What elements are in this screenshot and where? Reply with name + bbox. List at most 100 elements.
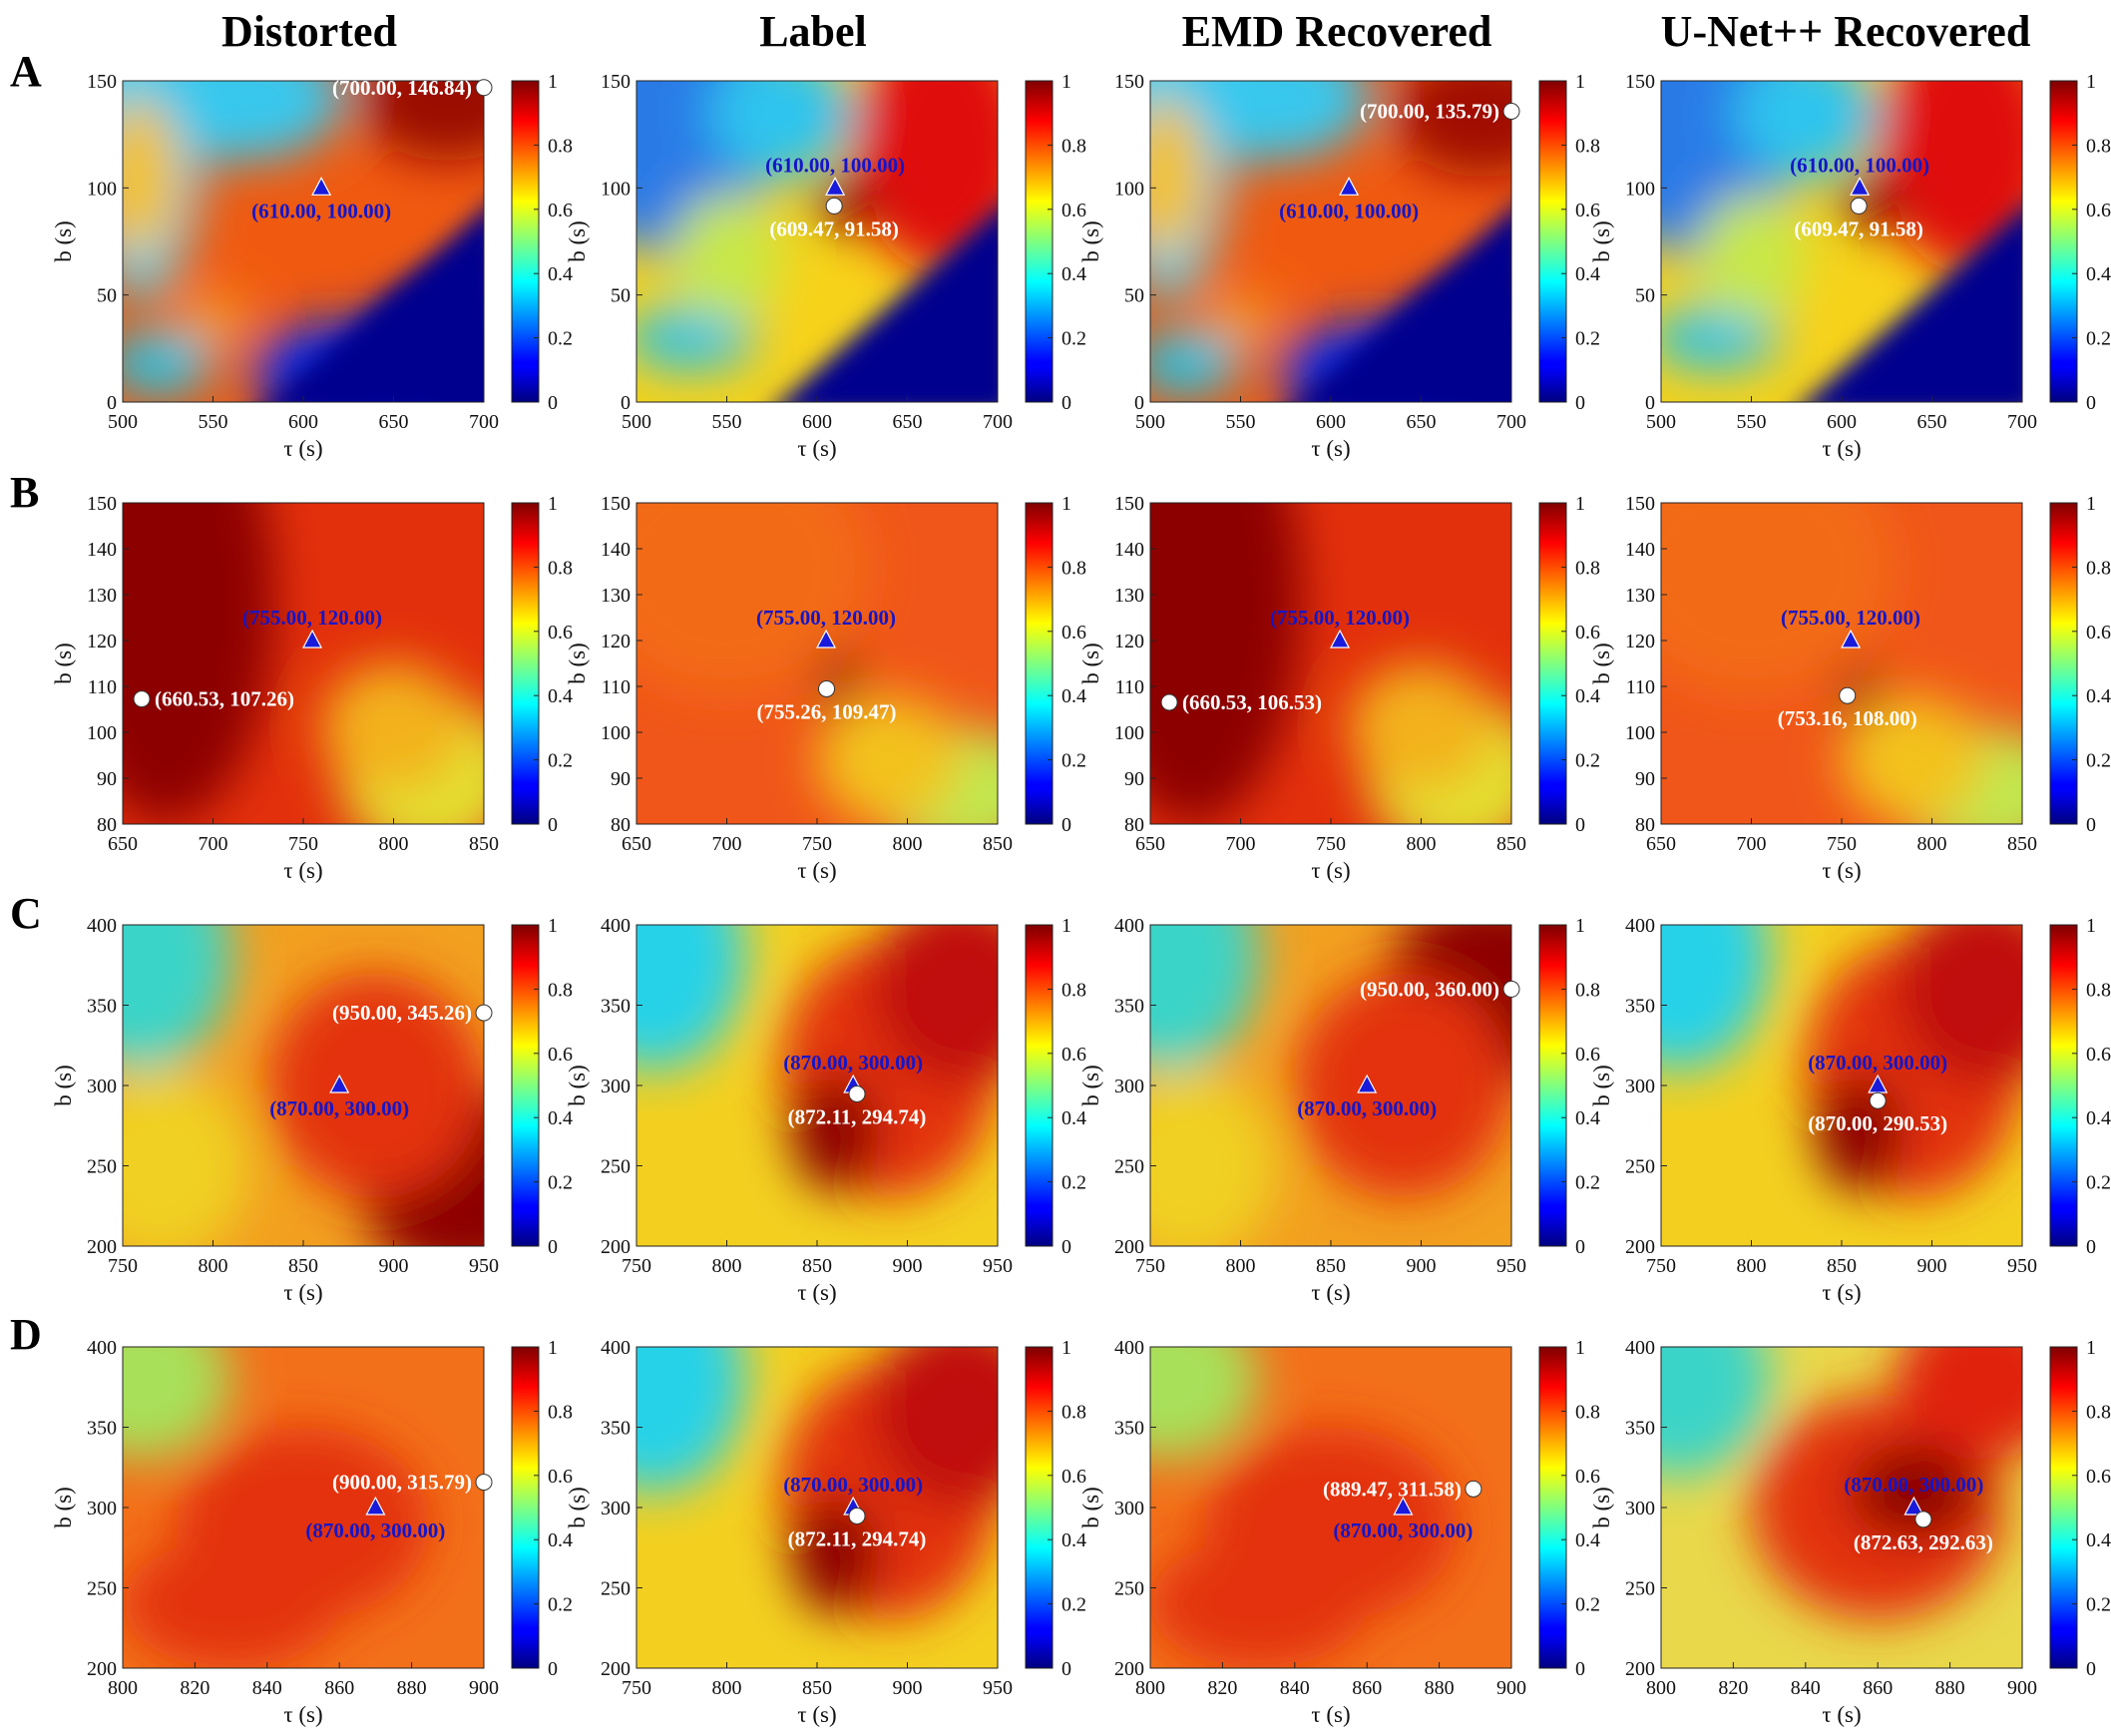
y-tick-label: 300 [87, 1498, 117, 1519]
colorbar-tick-label: 0.8 [1061, 135, 1086, 157]
colorbar-tick-label: 0 [1061, 1658, 1071, 1680]
y-tick-label: 200 [87, 1658, 117, 1680]
colorbar-tick-label: 0.2 [548, 1594, 573, 1616]
y-tick-label: 200 [1114, 1236, 1144, 1258]
y-tick-label: 300 [1114, 1076, 1144, 1097]
x-tick-label: 950 [983, 1255, 1013, 1277]
colorbar-tick-label: 0.4 [2086, 1529, 2111, 1551]
y-tick-label: 350 [87, 1418, 117, 1440]
y-tick-label: 100 [1114, 722, 1144, 744]
y-tick-label: 400 [1625, 1337, 1655, 1359]
colorbar-tick-label: 0 [2086, 1658, 2096, 1680]
heatmap-panel: 500 550 600 650 700 0 50 100 150 τ (s) b (s) 0 0.2 0.… [51, 71, 573, 461]
x-tick-label: 880 [1935, 1677, 1965, 1699]
y-tick-label: 150 [1114, 71, 1144, 93]
colorbar [511, 502, 540, 825]
colorbar [1538, 1346, 1567, 1669]
circle-icon [1914, 1511, 1932, 1528]
colorbar-tick-label: 0.6 [548, 1466, 573, 1488]
y-tick-label: 110 [1626, 676, 1655, 698]
colorbar-tick-label: 0.4 [1061, 685, 1086, 707]
y-tick-label: 130 [601, 585, 631, 607]
y-tick-label: 200 [1625, 1658, 1655, 1680]
y-tick-label: 90 [1635, 768, 1655, 790]
colorbar-tick-label: 0.2 [1575, 328, 1600, 350]
colorbar-tick-label: 0.4 [1575, 1529, 1600, 1551]
heatmap-field [1661, 503, 2022, 824]
colorbar-tick-label: 0.2 [548, 750, 573, 772]
colorbar-tick-label: 0.6 [2086, 1466, 2111, 1488]
estimate-point-label: (700.00, 146.84) [332, 76, 472, 100]
y-tick-label: 400 [1114, 915, 1144, 937]
x-tick-label: 550 [1226, 411, 1256, 433]
colorbar-tick-label: 0.6 [2086, 200, 2111, 221]
colorbar-tick-label: 1 [2086, 493, 2096, 515]
colorbar-tick-label: 0.4 [2086, 1107, 2111, 1129]
colorbar-tick-label: 1 [548, 1337, 558, 1359]
circle-icon [1465, 1480, 1482, 1498]
y-axis-label: b (s) [565, 1065, 590, 1106]
circle-icon [848, 1507, 866, 1524]
y-tick-label: 350 [1625, 996, 1655, 1018]
colorbar [1025, 80, 1054, 403]
y-tick-label: 350 [1114, 996, 1144, 1018]
true-point-label: (755.00, 120.00) [756, 606, 896, 630]
x-tick-label: 700 [469, 411, 499, 433]
y-tick-label: 150 [87, 71, 117, 93]
y-axis-label: b (s) [1078, 643, 1103, 684]
circle-icon [1839, 686, 1857, 704]
colorbar-tick-label: 0.2 [1575, 1594, 1600, 1616]
column-title: Label [759, 7, 867, 56]
true-point-label: (610.00, 100.00) [765, 153, 905, 177]
y-axis-label: b (s) [1589, 643, 1614, 684]
x-tick-label: 700 [983, 411, 1013, 433]
x-tick-label: 600 [288, 411, 318, 433]
estimate-point-label: (900.00, 315.79) [332, 1471, 472, 1495]
heatmap-field [123, 1347, 484, 1668]
x-tick-label: 750 [108, 1255, 138, 1277]
y-axis-label: b (s) [51, 1487, 76, 1528]
true-point-label: (870.00, 300.00) [783, 1051, 923, 1075]
y-axis-label: b (s) [51, 220, 76, 262]
true-point-label: (755.00, 120.00) [1270, 606, 1410, 630]
colorbar-tick-label: 1 [1061, 71, 1071, 93]
colorbar [2049, 502, 2078, 825]
y-tick-label: 100 [601, 178, 631, 200]
y-tick-label: 80 [1124, 814, 1144, 836]
circle-icon [475, 1474, 493, 1492]
x-tick-label: 860 [1352, 1677, 1382, 1699]
x-tick-label: 500 [1646, 411, 1676, 433]
colorbar-tick-label: 1 [2086, 915, 2096, 937]
heatmap-field [123, 81, 484, 402]
x-tick-label: 800 [712, 1677, 742, 1699]
colorbar-tick-label: 0.6 [1575, 1044, 1600, 1066]
triangle-icon [1393, 1496, 1414, 1516]
colorbar-tick-label: 0.4 [548, 1529, 573, 1551]
y-tick-label: 350 [601, 996, 631, 1018]
true-point-label: (870.00, 300.00) [1297, 1096, 1437, 1120]
colorbar-tick-label: 0.4 [1061, 1529, 1086, 1551]
x-tick-label: 500 [1135, 411, 1165, 433]
x-tick-label: 500 [108, 411, 138, 433]
estimate-point-label: (870.00, 290.53) [1808, 1111, 1947, 1135]
y-tick-label: 80 [97, 814, 117, 836]
y-tick-label: 150 [601, 493, 631, 515]
colorbar [2049, 924, 2078, 1247]
x-tick-label: 650 [1407, 411, 1437, 433]
y-tick-label: 110 [1115, 676, 1144, 698]
x-tick-label: 850 [469, 833, 499, 855]
colorbar-tick-label: 1 [2086, 71, 2096, 93]
y-tick-label: 200 [1114, 1658, 1144, 1680]
x-tick-label: 850 [983, 833, 1013, 855]
x-tick-label: 820 [180, 1677, 210, 1699]
colorbar-tick-label: 0.8 [1575, 1401, 1600, 1423]
x-axis-label: τ (s) [283, 1702, 322, 1727]
y-tick-label: 120 [1114, 631, 1144, 652]
row-label-d: D [10, 1310, 42, 1359]
colorbar-tick-label: 0.8 [1575, 135, 1600, 157]
x-axis-label: τ (s) [283, 436, 322, 461]
triangle-icon [1903, 1496, 1924, 1516]
x-axis-label: τ (s) [1311, 1702, 1350, 1727]
y-tick-label: 150 [601, 71, 631, 93]
colorbar-tick-label: 0 [1061, 814, 1071, 836]
